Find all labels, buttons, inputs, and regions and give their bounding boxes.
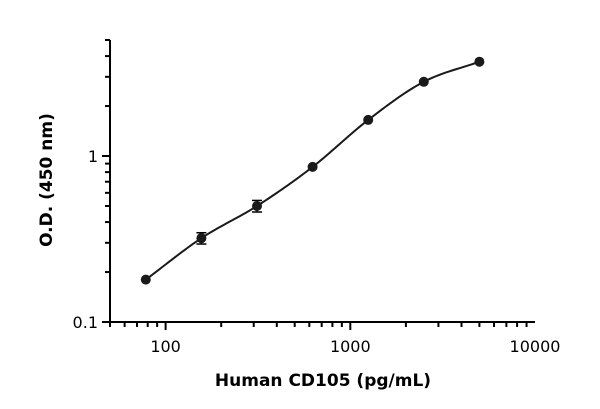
y-axis-title: O.D. (450 nm) [37,113,57,247]
data-point [363,114,374,125]
data-points-layer [140,56,485,285]
data-point [196,233,207,244]
x-tick-label: 10000 [510,337,561,356]
data-point [307,161,318,172]
data-point [474,56,485,67]
x-axis-title: Human CD105 (pg/mL) [215,371,431,391]
data-point [251,200,262,211]
x-axis: 100 1000 10000 [109,321,561,356]
y-tick-label: 1 [88,147,98,166]
data-point [140,274,151,285]
y-axis: 0.11 [73,39,111,332]
data-point [418,76,429,87]
x-tick-label: 1000 [330,337,371,356]
y-tick-label: 0.1 [73,313,98,332]
x-tick-label: 100 [150,337,181,356]
